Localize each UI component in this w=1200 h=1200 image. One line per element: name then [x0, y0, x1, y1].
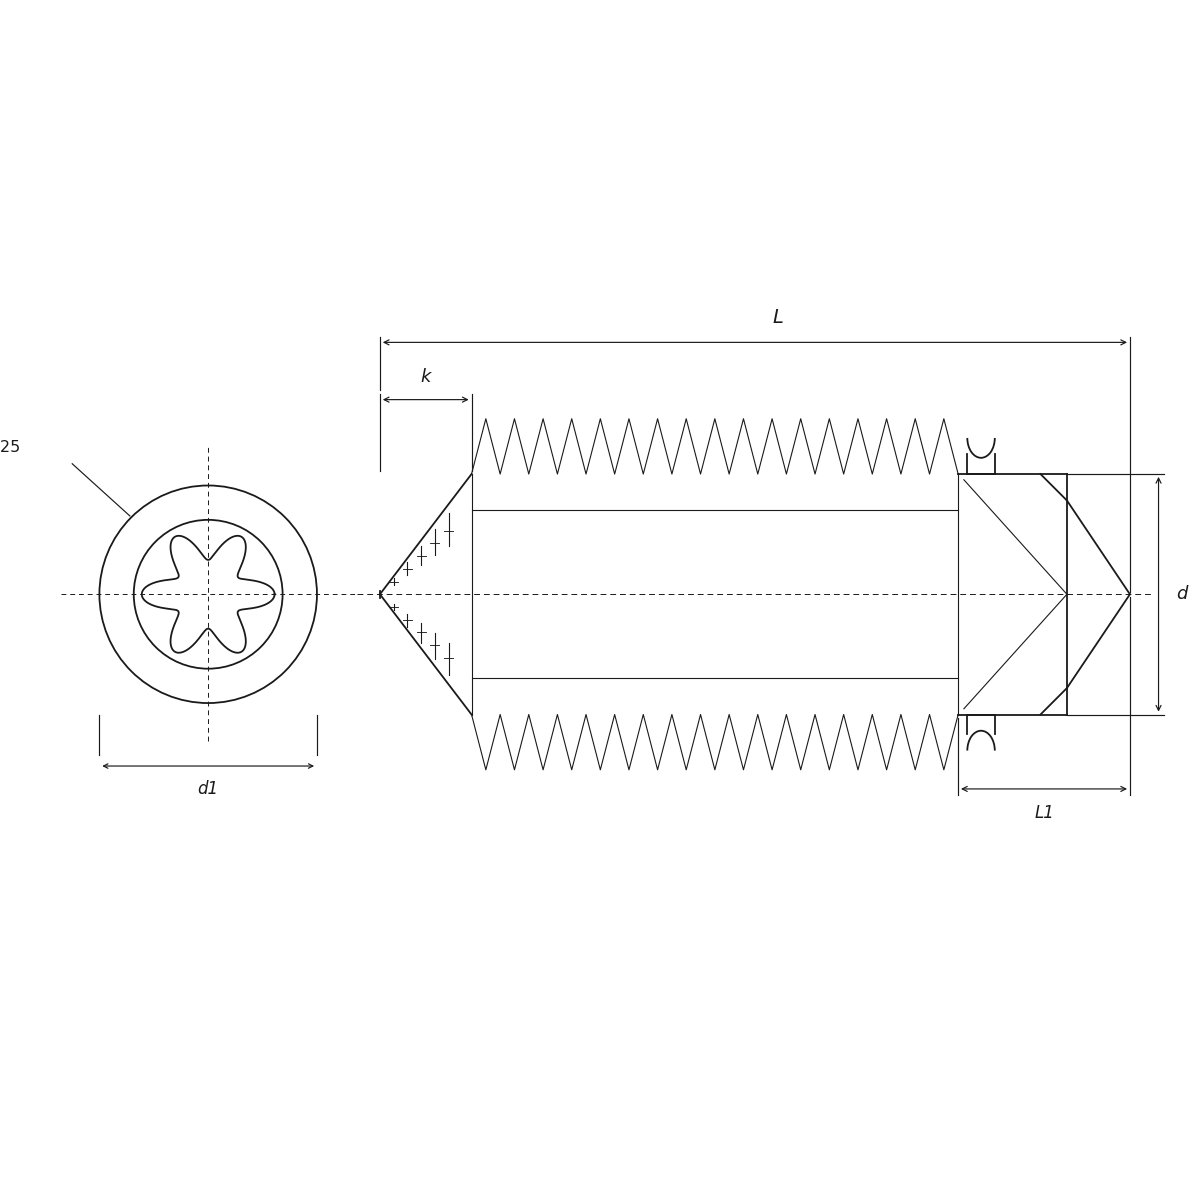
Text: L: L	[773, 308, 784, 328]
Text: d1: d1	[198, 780, 218, 798]
Text: d: d	[1176, 586, 1187, 604]
Text: k: k	[420, 368, 431, 386]
Text: L1: L1	[1034, 804, 1054, 822]
Text: T 25: T 25	[0, 440, 20, 455]
